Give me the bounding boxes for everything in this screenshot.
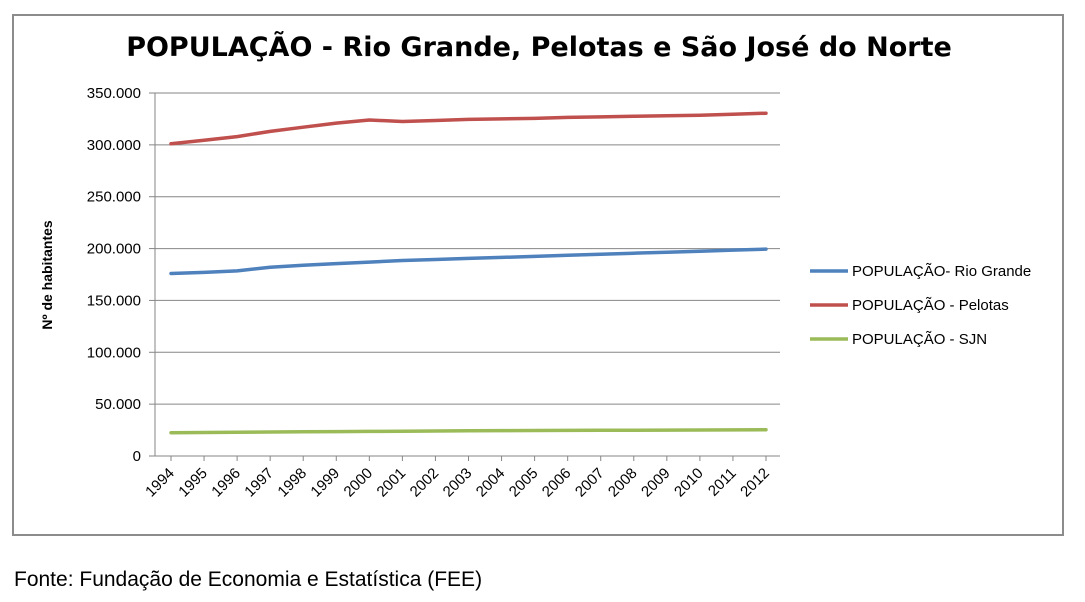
- x-tick-label: 1999: [307, 465, 343, 501]
- x-tick-label: 2012: [737, 465, 773, 501]
- grid-lines: [149, 92, 780, 461]
- legend-label: POPULAÇÃO - Pelotas: [852, 297, 1009, 314]
- x-tick-label: 2002: [407, 465, 443, 501]
- x-tick-label: 1998: [274, 465, 310, 501]
- x-tick-label: 1996: [208, 465, 244, 501]
- x-tick-label: 2011: [705, 465, 740, 500]
- y-tick-label: 0: [133, 448, 141, 465]
- x-tick-label: 2010: [671, 465, 707, 501]
- x-tick-label: 2006: [539, 465, 575, 501]
- y-tick-label: 150.000: [87, 292, 141, 309]
- x-tick-label: 1994: [142, 465, 178, 501]
- y-tick-label: 200.000: [87, 241, 141, 258]
- x-tick-labels: 1994199519961997199819992000200120022003…: [142, 465, 773, 501]
- series-lines: [169, 111, 768, 435]
- chart-title: POPULAÇÃO - Rio Grande, Pelotas e São Jo…: [126, 32, 952, 63]
- legend-label: POPULAÇÃO - SJN: [852, 331, 987, 348]
- x-tick-label: 2008: [605, 465, 641, 501]
- x-tick-label: 1995: [175, 465, 211, 501]
- y-tick-label: 250.000: [87, 189, 141, 206]
- x-tick-label: 2007: [572, 465, 608, 501]
- x-tick-label: 1997: [241, 465, 277, 501]
- x-tick-label: 2004: [473, 465, 509, 501]
- source-note: Fonte: Fundação de Economia e Estatístic…: [14, 568, 483, 591]
- y-tick-label: 300.000: [87, 137, 141, 154]
- x-tick-label: 2000: [341, 465, 377, 501]
- x-tick-label: 2003: [440, 465, 476, 501]
- legend: POPULAÇÃO- Rio Grande POPULAÇÃO - Pelotas…: [810, 263, 1031, 348]
- y-tick-labels: 0 50.000 100.000 150.000 200.000 250.000 300.0…: [87, 85, 141, 465]
- x-tick-label: 2009: [638, 465, 674, 501]
- x-tick-label: 2001: [374, 465, 410, 501]
- chart-frame: [12, 14, 1064, 536]
- y-tick-label: 50.000: [95, 396, 141, 413]
- series-line-2: [169, 111, 768, 146]
- y-tick-label: 350.000: [87, 85, 141, 102]
- y-axis-label: Nº de habitantes: [39, 220, 55, 330]
- series-line-3: [169, 427, 768, 435]
- x-tick-label: 2005: [506, 465, 542, 501]
- y-tick-label: 100.000: [87, 344, 141, 361]
- legend-label: POPULAÇÃO- Rio Grande: [852, 263, 1031, 280]
- series-line-1: [169, 247, 768, 276]
